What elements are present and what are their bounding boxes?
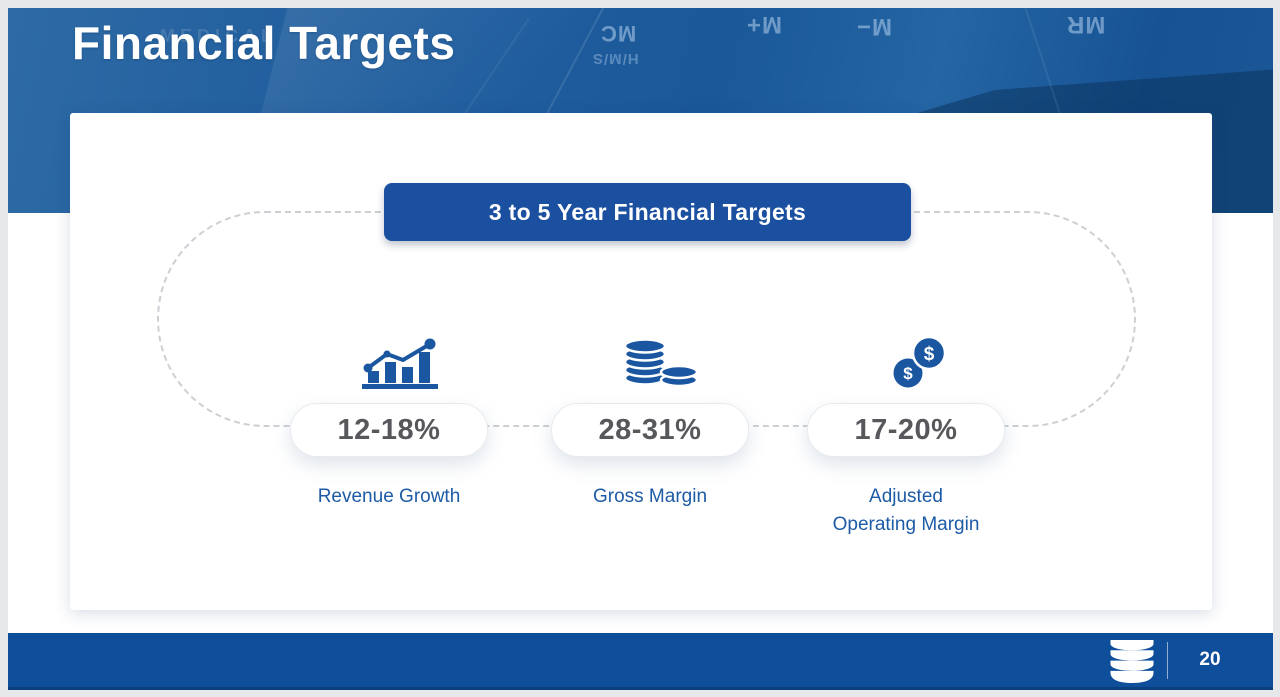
target-column-gross-margin: 28-31% Gross Margin <box>540 328 760 511</box>
svg-text:$: $ <box>924 344 935 365</box>
presentation-slide: MC H/M/S M+ M− MR MEDICAL Financial Targ… <box>8 8 1273 690</box>
range-pill: 17-20% <box>807 403 1005 457</box>
calculator-key-mc: MC <box>600 21 637 46</box>
svg-text:$: $ <box>903 364 913 383</box>
stacked-u-logo-icon <box>1106 640 1158 688</box>
target-column-revenue-growth: 12-18% Revenue Growth <box>279 328 499 511</box>
target-column-adjusted-operating-margin: $ $ 17-20% Adjusted Operating Margin <box>796 328 1016 539</box>
range-value: 12-18% <box>337 413 441 446</box>
content-card: 3 to 5 Year Financial Targets <box>70 113 1212 610</box>
calculator-key-mr: MR <box>1066 11 1106 38</box>
range-value: 28-31% <box>598 413 702 446</box>
coin-stacks-icon <box>621 328 705 390</box>
bar-chart-trend-icon <box>360 328 444 390</box>
target-label: Gross Margin <box>592 486 708 507</box>
page-title: Financial Targets <box>72 17 456 69</box>
calculator-key-mplus: M+ <box>746 11 783 38</box>
dollar-coins-icon: $ $ <box>887 328 951 390</box>
target-label: Adjusted Operating Margin <box>832 486 980 535</box>
footer-divider <box>1167 642 1168 679</box>
range-value: 17-20% <box>854 413 958 446</box>
range-pill: 12-18% <box>290 403 488 457</box>
calculator-key-mminus: M− <box>856 13 893 40</box>
financial-targets-banner: 3 to 5 Year Financial Targets <box>384 183 911 241</box>
page-number: 20 <box>1199 649 1221 670</box>
calculator-key-hms: H/M/S <box>592 50 639 67</box>
banner-label: 3 to 5 Year Financial Targets <box>488 198 807 225</box>
target-label: Revenue Growth <box>317 486 461 507</box>
slide-footer: 20 <box>8 633 1273 690</box>
photo-text-medical: MEDICAL <box>160 26 277 46</box>
range-pill: 28-31% <box>551 403 749 457</box>
